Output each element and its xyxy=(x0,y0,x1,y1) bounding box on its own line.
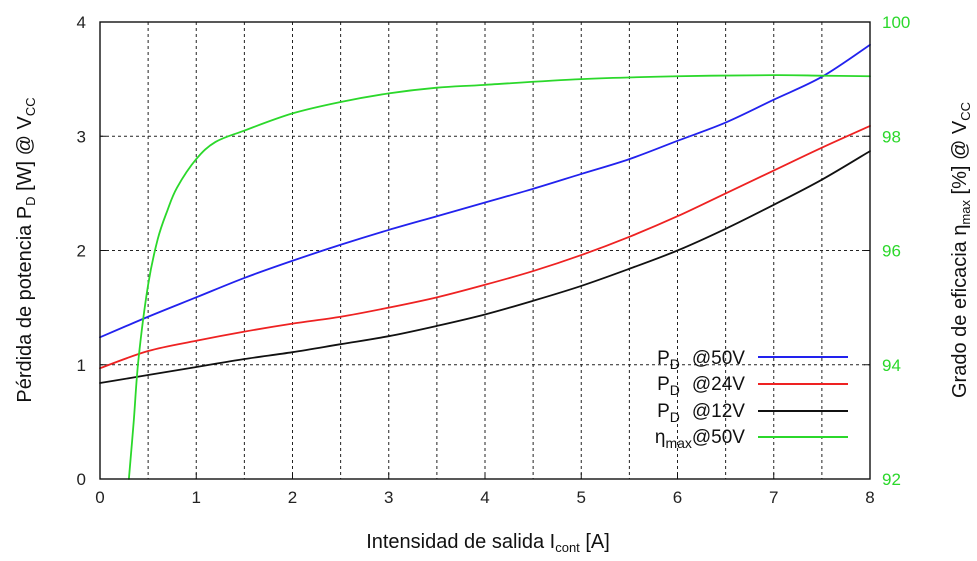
y-left-label-sub: D xyxy=(23,196,38,205)
legend-label-pd50: PD @50V xyxy=(657,348,745,372)
y-left-tick-label: 4 xyxy=(77,13,86,32)
x-axis-label-main: Intensidad de salida I xyxy=(366,531,555,553)
series-lines xyxy=(99,43,871,480)
x-tick-label: 8 xyxy=(865,488,874,507)
y-left-label-mid: [W] @ V xyxy=(14,115,36,196)
y-right-tick-label: 100 xyxy=(882,13,910,32)
grid xyxy=(100,22,870,479)
y-left-axis-label: Pérdida de potencia PD [W] @ VCC xyxy=(14,97,38,402)
legend-label-eta50: ηmax@50V xyxy=(655,427,745,451)
y-left-label-sub2: CC xyxy=(23,97,38,116)
y-right-label-mid: [%] @ V xyxy=(949,120,971,200)
x-axis-label-sub: cont xyxy=(555,540,580,555)
y-right-label-sub: max xyxy=(958,200,973,225)
x-tick-label: 2 xyxy=(288,488,297,507)
series-line-eta50 xyxy=(127,74,871,480)
x-tick-label: 6 xyxy=(673,488,682,507)
series-line-pd50 xyxy=(99,43,871,339)
y-left-tick-label: 0 xyxy=(77,470,86,489)
x-tick-label: 4 xyxy=(480,488,489,507)
x-tick-label: 5 xyxy=(577,488,586,507)
x-tick-label: 7 xyxy=(769,488,778,507)
y-right-tick-label: 94 xyxy=(882,356,901,375)
y-right-axis-label: Grado de eficacia ηmax [%] @ VCC xyxy=(949,102,973,398)
series-line-pd12 xyxy=(99,150,871,384)
y-left-tick-label: 3 xyxy=(77,127,86,146)
series-line-pd24 xyxy=(99,125,871,370)
x-tick-label: 1 xyxy=(192,488,201,507)
x-tick-label: 0 xyxy=(95,488,104,507)
x-tick-label: 3 xyxy=(384,488,393,507)
y-right-label-main: Grado de eficacia η xyxy=(949,225,971,398)
y-right-tick-label: 98 xyxy=(882,127,901,146)
axis-ticks: 0 1 2 3 4 5 6 7 8 0 1 2 3 4 92 94 96 98 100 xyxy=(77,13,911,507)
y-right-tick-label: 96 xyxy=(882,242,901,261)
y-right-tick-label: 92 xyxy=(882,470,901,489)
y-left-tick-label: 2 xyxy=(77,242,86,261)
legend-label-pd12: PD @12V xyxy=(657,401,745,425)
x-axis-label: Intensidad de salida Icont [A] xyxy=(366,531,610,555)
y-left-tick-label: 1 xyxy=(77,356,86,375)
legend: PD @50V PD @24V PD @12V ηmax@50V xyxy=(655,348,848,451)
x-axis-label-tail: [A] xyxy=(580,531,610,553)
legend-label-pd24: PD @24V xyxy=(657,374,745,398)
y-left-label-main: Pérdida de potencia P xyxy=(14,206,36,403)
y-right-label-sub2: CC xyxy=(958,102,973,121)
